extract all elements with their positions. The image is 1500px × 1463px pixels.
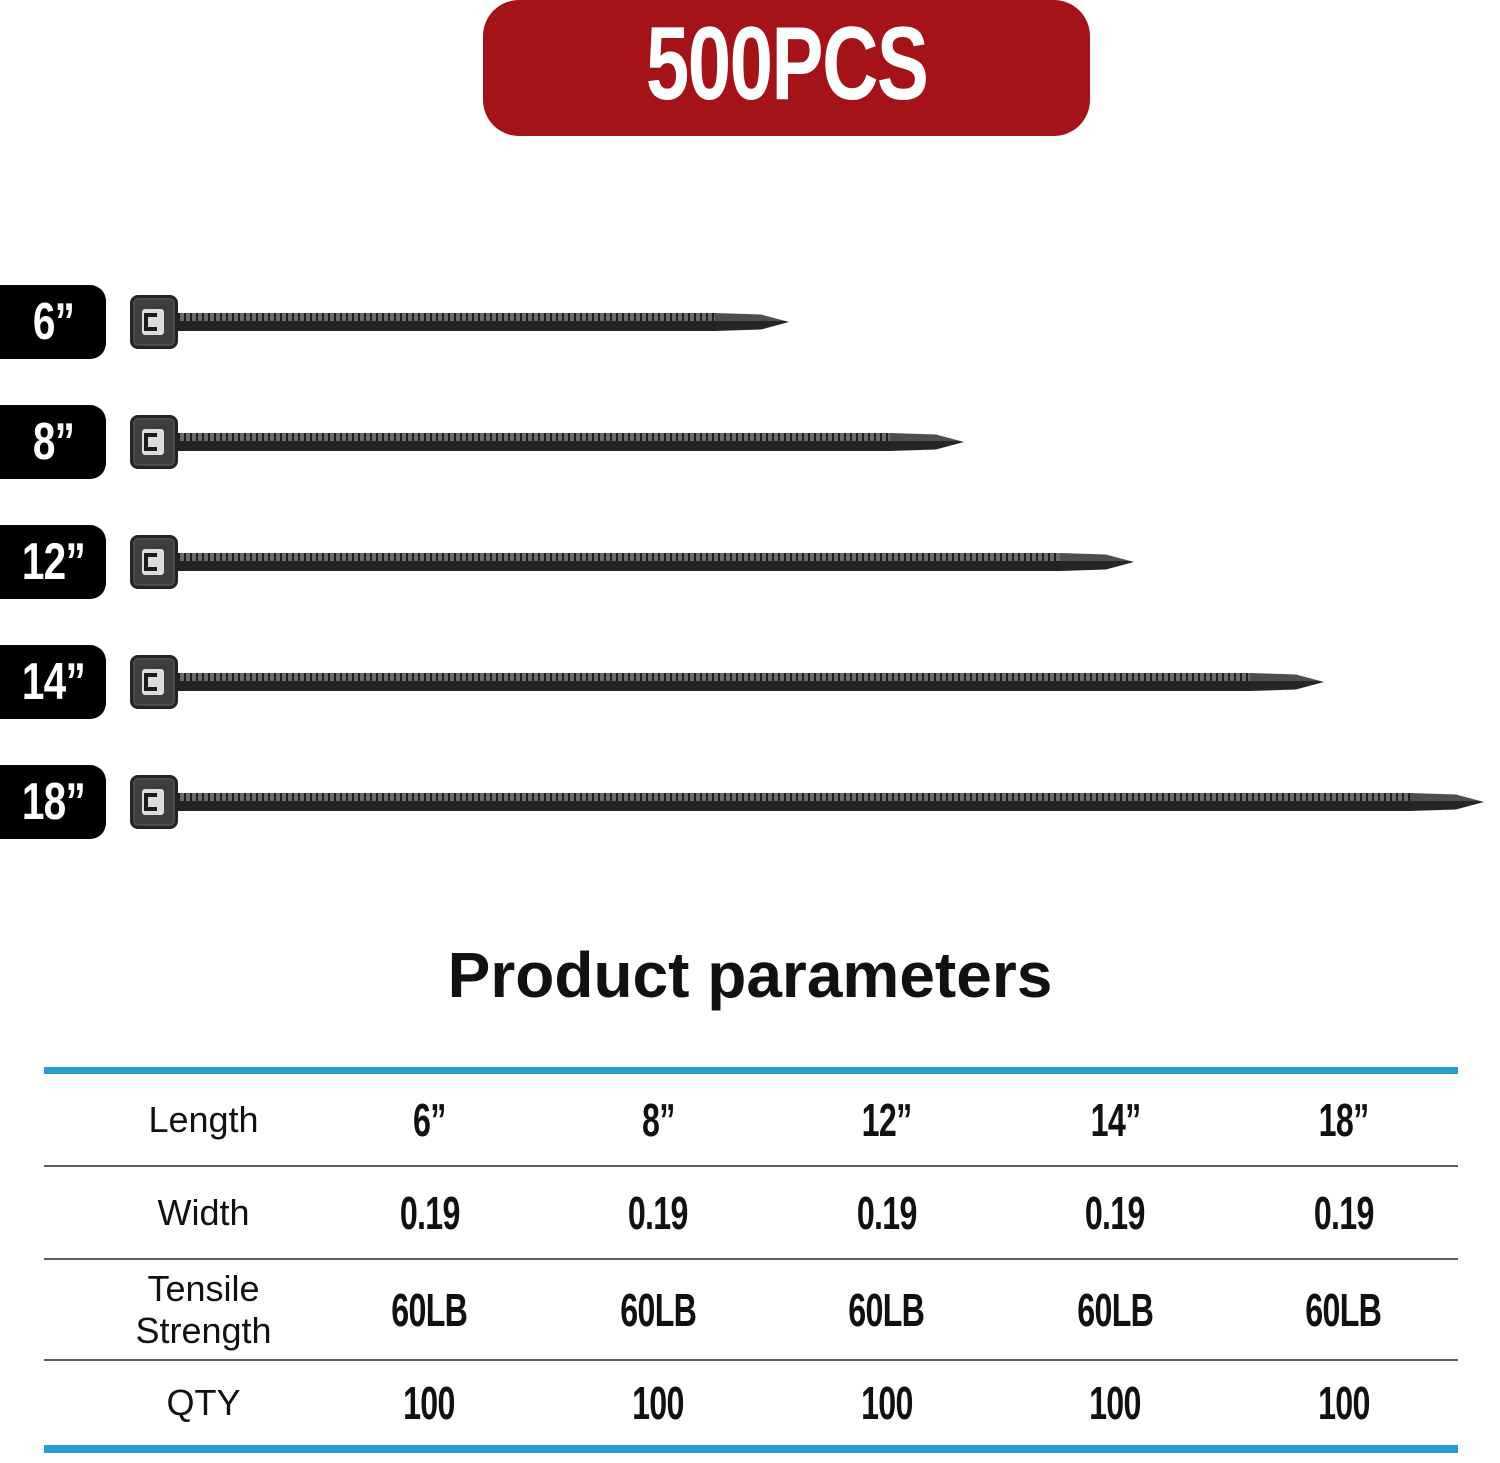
length-value-8in: 8”: [641, 1093, 675, 1146]
width-value-14in: 0.19: [1085, 1186, 1146, 1239]
table-row-width: Width 0.19 0.19 0.19 0.19 0.19: [44, 1167, 1458, 1260]
size-tag-8in: 8”: [0, 405, 106, 479]
tie-head: [130, 295, 178, 349]
tie-band: [178, 313, 716, 331]
size-tag-12in: 12”: [0, 525, 106, 599]
size-tag-label: 14”: [21, 653, 85, 711]
piece-count-text: 500PCS: [645, 6, 929, 122]
tie-head-slot: [142, 789, 164, 815]
row-label-width: Width: [157, 1191, 250, 1233]
tie-head-pawl: [144, 793, 157, 811]
cable-tie-6in: [130, 295, 789, 349]
size-tag-label: 18”: [21, 773, 85, 831]
qty-value-12in: 100: [860, 1377, 913, 1429]
length-value-14in: 14”: [1090, 1093, 1141, 1146]
tie-row-12in: 12”: [0, 525, 1134, 599]
tensile-value-6in: 60LB: [391, 1283, 468, 1336]
tensile-value-12in: 60LB: [848, 1283, 926, 1336]
tie-head-slot: [142, 669, 164, 695]
tensile-value-18in: 60LB: [1305, 1283, 1383, 1336]
tie-row-8in: 8”: [0, 405, 964, 479]
row-label-qty: QTY: [166, 1382, 241, 1424]
tie-band: [178, 673, 1251, 691]
qty-value-18in: 100: [1317, 1377, 1370, 1429]
tie-tip: [1250, 673, 1324, 691]
cable-tie-14in: [130, 655, 1324, 709]
tie-head-pawl: [144, 433, 157, 451]
table-row-length: Length 6” 8” 12” 14” 18”: [44, 1074, 1458, 1167]
tie-head: [130, 655, 178, 709]
length-value-18in: 18”: [1318, 1093, 1370, 1146]
tie-head-slot: [142, 309, 164, 335]
tie-head-pawl: [144, 673, 157, 691]
tie-band: [178, 793, 1411, 811]
size-tag-label: 6”: [32, 293, 74, 351]
parameters-table: Length 6” 8” 12” 14” 18” Width 0.19 0.19…: [44, 1067, 1458, 1453]
size-tag-label: 8”: [32, 413, 74, 471]
cable-tie-8in: [130, 415, 964, 469]
size-tag-18in: 18”: [0, 765, 106, 839]
cable-tie-18in: [130, 775, 1484, 829]
tie-head: [130, 415, 178, 469]
row-label-tensile-strength: Tensile Strength: [135, 1268, 272, 1351]
qty-value-14in: 100: [1089, 1377, 1141, 1429]
tie-head-pawl: [144, 553, 157, 571]
tensile-value-14in: 60LB: [1077, 1283, 1154, 1336]
piece-count-banner: 500PCS: [483, 0, 1090, 136]
tie-band: [178, 433, 891, 451]
size-tag-14in: 14”: [0, 645, 106, 719]
length-value-12in: 12”: [861, 1093, 913, 1146]
qty-value-8in: 100: [632, 1377, 684, 1429]
width-value-18in: 0.19: [1313, 1186, 1375, 1239]
tie-tip: [890, 433, 964, 451]
tie-tip: [1060, 553, 1134, 571]
tie-row-6in: 6”: [0, 285, 789, 359]
tie-band: [178, 553, 1061, 571]
qty-value-6in: 100: [403, 1377, 456, 1429]
table-row-qty: QTY 100 100 100 100 100: [44, 1361, 1458, 1445]
size-tag-label: 12”: [21, 533, 85, 591]
tie-head-pawl: [144, 313, 157, 331]
tie-head-slot: [142, 429, 164, 455]
width-value-6in: 0.19: [399, 1186, 460, 1239]
tie-tip: [1410, 793, 1484, 811]
row-label-length: Length: [148, 1098, 259, 1140]
tie-head: [130, 775, 178, 829]
tie-row-14in: 14”: [0, 645, 1324, 719]
table-row-tensile-strength: Tensile Strength 60LB 60LB 60LB 60LB 60L…: [44, 1260, 1458, 1361]
tie-head: [130, 535, 178, 589]
tensile-value-8in: 60LB: [619, 1283, 697, 1336]
tie-head-slot: [142, 549, 164, 575]
size-tag-6in: 6”: [0, 285, 106, 359]
tie-tip: [715, 313, 789, 331]
length-value-6in: 6”: [412, 1093, 446, 1146]
section-title: Product parameters: [447, 939, 1053, 1011]
width-value-12in: 0.19: [856, 1186, 918, 1239]
tie-row-18in: 18”: [0, 765, 1484, 839]
width-value-8in: 0.19: [627, 1186, 689, 1239]
cable-tie-12in: [130, 535, 1134, 589]
